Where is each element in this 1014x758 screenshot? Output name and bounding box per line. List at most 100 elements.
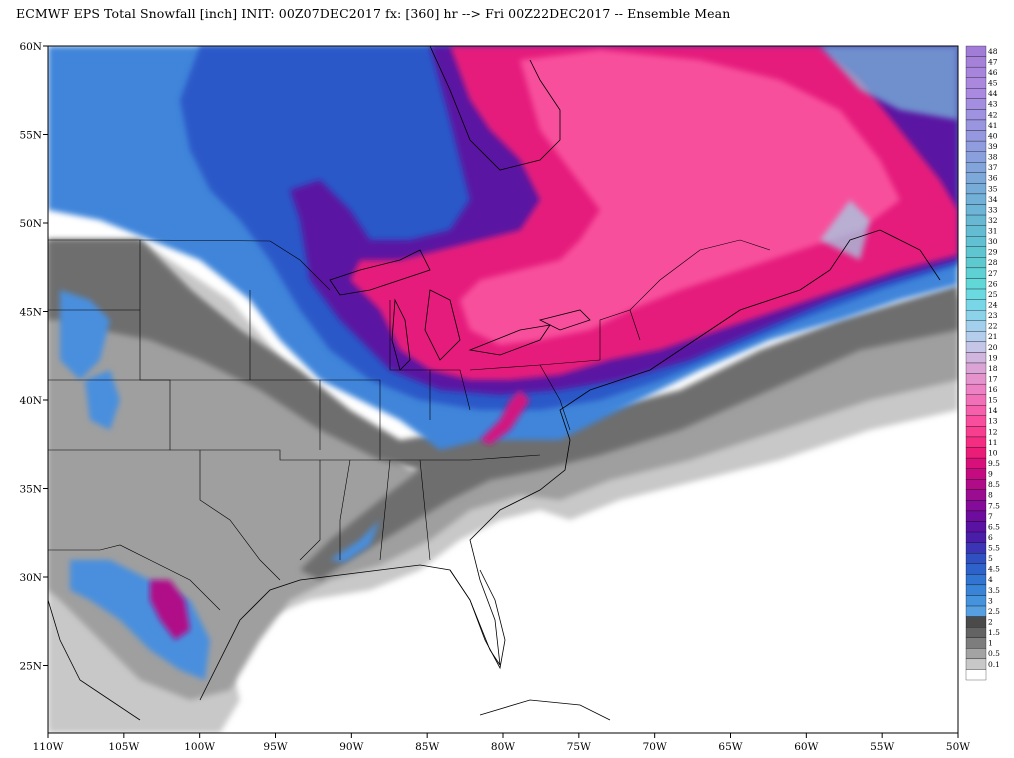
- legend-swatch: [965, 542, 987, 554]
- lat-tick-label: 35N: [19, 484, 42, 496]
- legend-swatch: [965, 151, 987, 163]
- legend-swatch: [965, 246, 987, 258]
- lat-tick-label: 45N: [19, 307, 42, 319]
- legend-swatch: [965, 288, 987, 300]
- legend-swatch: [965, 648, 987, 660]
- legend-swatch: [965, 479, 987, 490]
- coastlines: [48, 46, 941, 721]
- legend-label: 20: [988, 343, 998, 352]
- legend-label: 11: [988, 438, 998, 447]
- legend-label: 9: [988, 470, 993, 479]
- legend-swatch: [965, 521, 987, 533]
- political-borders: [48, 239, 771, 611]
- legend-label: 4.5: [988, 565, 1000, 574]
- legend-label: 8: [988, 491, 993, 500]
- legend-label: 21: [988, 332, 998, 341]
- legend-swatch: [965, 637, 987, 649]
- legend-label: 48: [988, 47, 998, 56]
- snow-band-25: [820, 46, 958, 120]
- legend-swatch: [965, 415, 987, 427]
- lat-tick-label: 30N: [19, 572, 42, 584]
- legend-label: 10: [988, 448, 998, 457]
- lon-tick-label: 90W: [339, 741, 363, 753]
- legend-label: 7: [988, 512, 993, 521]
- legend-label: 0.5: [988, 649, 1000, 658]
- legend-label: 36: [988, 174, 998, 183]
- legend-swatch: [965, 574, 987, 586]
- legend-swatch: [965, 605, 987, 617]
- legend-swatch: [965, 447, 987, 459]
- legend-label: 44: [988, 89, 998, 98]
- legend-label: 32: [988, 216, 998, 225]
- legend-label: 17: [988, 374, 998, 383]
- snow-band-3-west: [70, 560, 210, 680]
- legend-label: 47: [988, 57, 998, 66]
- lat-tick-label: 40N: [19, 395, 42, 407]
- legend-swatch: [965, 426, 987, 438]
- legend-label: 0.1: [988, 660, 1000, 669]
- lon-tick-label: 50W: [946, 741, 970, 753]
- legend-swatch: [965, 510, 987, 522]
- legend-label: 23: [988, 311, 998, 320]
- legend-label: 28: [988, 258, 998, 267]
- legend-label: 40: [988, 131, 998, 140]
- legend-swatch: [965, 553, 987, 564]
- legend-swatch: [965, 489, 987, 501]
- legend-label: 38: [988, 153, 998, 162]
- legend-label: 15: [988, 396, 998, 405]
- legend-label: 2.5: [988, 607, 1000, 616]
- legend-label: 34: [988, 195, 998, 204]
- legend-label: 33: [988, 205, 998, 214]
- legend-label: 6.5: [988, 522, 1000, 531]
- legend-swatch: [965, 45, 987, 57]
- legend-swatch: [965, 352, 987, 364]
- legend-swatch: [965, 172, 987, 184]
- legend-label: 41: [988, 121, 998, 130]
- legend-swatch: [965, 500, 987, 512]
- legend-label: 5: [988, 554, 993, 563]
- legend-label: 6: [988, 533, 993, 542]
- legend-swatch: [965, 362, 987, 374]
- legend-swatch: [965, 56, 987, 68]
- legend-swatch: [965, 193, 987, 205]
- snow-band-3-rockies: [60, 290, 110, 380]
- legend-swatch: [965, 98, 987, 110]
- legend-swatch: [965, 109, 987, 121]
- legend-label: 13: [988, 417, 998, 426]
- legend-swatch: [965, 162, 987, 173]
- legend-label: 3: [988, 596, 993, 605]
- lat-tick-label: 60N: [19, 41, 42, 53]
- legend-label: 4: [988, 575, 993, 584]
- legend-swatch: [965, 88, 987, 99]
- legend-label: 14: [988, 406, 998, 415]
- legend-swatch: [965, 595, 987, 607]
- legend-swatch: [965, 299, 987, 311]
- legend-label: 26: [988, 279, 998, 288]
- lon-tick-label: 105W: [108, 741, 139, 753]
- legend-label: 19: [988, 353, 998, 362]
- legend-swatch: [965, 267, 987, 279]
- legend-label: 12: [988, 427, 998, 436]
- lat-tick-label: 25N: [19, 661, 42, 673]
- lon-tick-label: 65W: [718, 741, 742, 753]
- snow-band-8-west: [150, 580, 190, 640]
- legend-swatch: [965, 669, 987, 681]
- legend-swatch: [965, 383, 987, 395]
- legend-label: 42: [988, 110, 998, 119]
- legend-swatch: [965, 66, 987, 78]
- legend-label: 18: [988, 364, 998, 373]
- legend-swatch: [965, 77, 987, 89]
- legend-label: 46: [988, 68, 998, 77]
- legend-label: 45: [988, 79, 998, 88]
- legend-swatch: [965, 331, 987, 343]
- lat-tick-label: 50N: [19, 218, 42, 230]
- snowfall-field: [48, 46, 958, 733]
- lon-tick-label: 80W: [491, 741, 515, 753]
- lon-tick-label: 60W: [794, 741, 818, 753]
- legend-swatch: [965, 320, 987, 332]
- legend-label: 5.5: [988, 544, 1000, 553]
- lon-tick-label: 95W: [263, 741, 287, 753]
- legend-swatch: [965, 616, 987, 628]
- legend-swatch: [965, 257, 987, 269]
- legend-swatch: [965, 627, 987, 638]
